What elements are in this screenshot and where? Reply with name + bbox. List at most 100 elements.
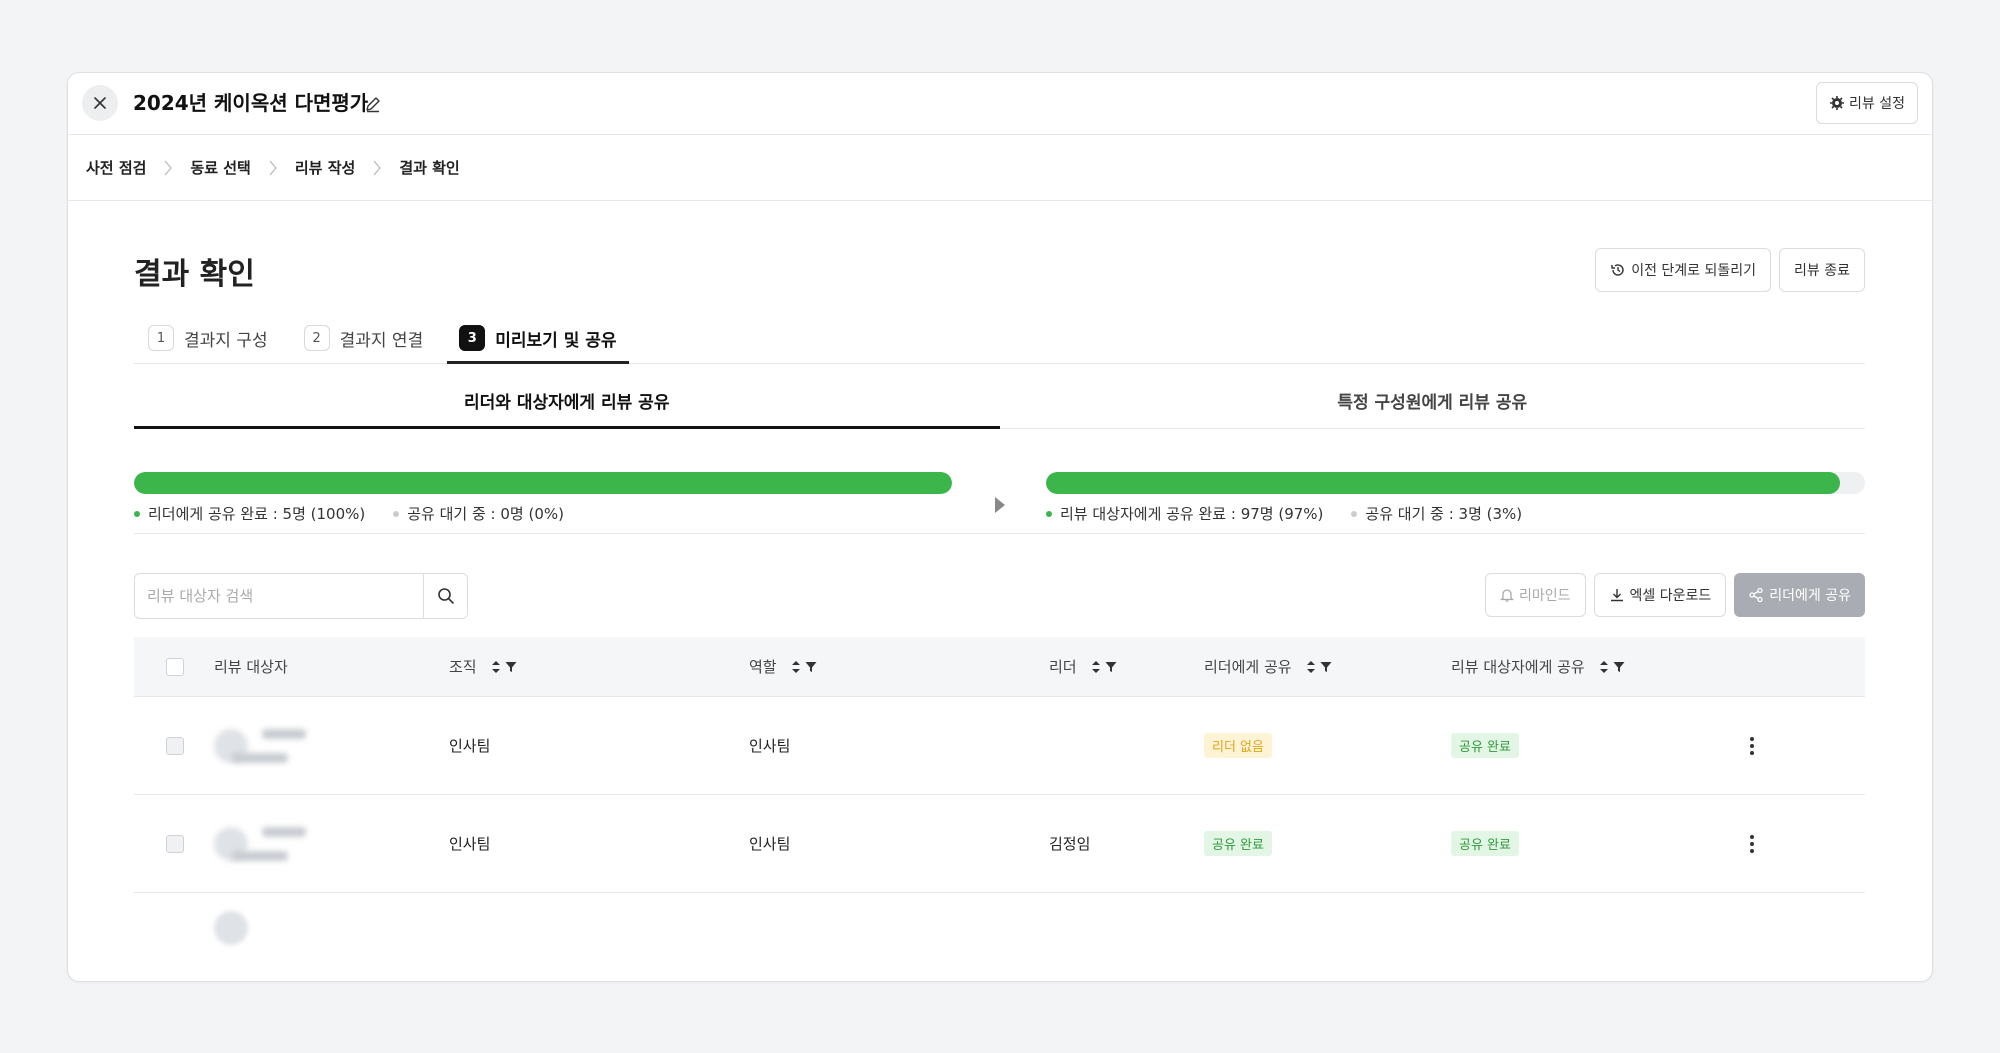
search-input[interactable] bbox=[135, 574, 423, 618]
share-to-leader-label: 리더에게 공유 bbox=[1769, 588, 1851, 604]
org-cell: 인사팀 bbox=[449, 835, 491, 853]
revert-step-label: 이전 단계로 되돌리기 bbox=[1631, 263, 1757, 279]
title-bar: 2024년 케이옥션 다면평가 리뷰 설정 bbox=[68, 73, 1932, 135]
sort-icon[interactable] bbox=[1306, 660, 1316, 674]
chevron-right-icon bbox=[259, 158, 287, 178]
step-label: 결과지 구성 bbox=[184, 330, 268, 351]
tab-step-3[interactable]: 3 미리보기 및 공유 bbox=[447, 313, 629, 364]
breadcrumb-item-write-review[interactable]: 리뷰 작성 bbox=[294, 159, 356, 177]
table-row[interactable]: 인사팀 인사팀 김정임 공유 완료 공유 완료 bbox=[134, 795, 1865, 893]
arrow-right-icon bbox=[995, 497, 1005, 513]
row-checkbox[interactable] bbox=[166, 834, 184, 853]
filter-icon[interactable] bbox=[1105, 661, 1117, 673]
legend-done-label: 리더에게 공유 완료 : 5명 (100%) bbox=[148, 505, 366, 523]
close-button[interactable] bbox=[82, 85, 118, 121]
remind-button[interactable]: 리마인드 bbox=[1485, 573, 1586, 617]
tab-share-leader-target[interactable]: 리더와 대상자에게 리뷰 공유 bbox=[134, 373, 1000, 429]
table-row[interactable]: 인사팀 인사팀 리더 없음 공유 완료 bbox=[134, 697, 1865, 795]
green-dot-icon bbox=[1046, 510, 1052, 517]
sort-icon[interactable] bbox=[491, 660, 501, 674]
column-header-label: 리더 bbox=[1049, 658, 1077, 676]
excel-download-button[interactable]: 엑셀 다운로드 bbox=[1593, 573, 1727, 617]
avatar bbox=[214, 911, 248, 945]
select-all-checkbox[interactable] bbox=[166, 657, 184, 676]
column-header-share-leader: 리더에게 공유 bbox=[1204, 637, 1332, 696]
more-options-icon[interactable] bbox=[1744, 829, 1760, 859]
step-tabs: 1 결과지 구성 2 결과지 연결 3 미리보기 및 공유 bbox=[134, 313, 1865, 364]
chevron-right-icon bbox=[363, 158, 391, 178]
role-cell: 인사팀 bbox=[749, 737, 791, 755]
end-review-label: 리뷰 종료 bbox=[1794, 263, 1850, 279]
leader-share-legend: 리더에게 공유 완료 : 5명 (100%) 공유 대기 중 : 0명 (0%) bbox=[134, 503, 564, 524]
share-progress: 리더에게 공유 완료 : 5명 (100%) 공유 대기 중 : 0명 (0%)… bbox=[134, 429, 1865, 534]
legend-done-label: 리뷰 대상자에게 공유 완료 : 97명 (97%) bbox=[1060, 505, 1324, 523]
filter-icon[interactable] bbox=[1613, 661, 1625, 673]
share-tabs: 리더와 대상자에게 리뷰 공유 특정 구성원에게 리뷰 공유 bbox=[134, 373, 1865, 429]
search-button[interactable] bbox=[423, 574, 467, 618]
target-share-legend: 리뷰 대상자에게 공유 완료 : 97명 (97%) 공유 대기 중 : 3명 … bbox=[1046, 503, 1522, 524]
tab-step-2[interactable]: 2 결과지 연결 bbox=[303, 313, 436, 363]
column-header-leader: 리더 bbox=[1049, 637, 1117, 696]
column-header-org: 조직 bbox=[449, 637, 517, 696]
review-settings-button[interactable]: 리뷰 설정 bbox=[1816, 82, 1918, 124]
tab-share-specific-member[interactable]: 특정 구성원에게 리뷰 공유 bbox=[1337, 393, 1528, 413]
breadcrumb-item-precheck[interactable]: 사전 점검 bbox=[86, 159, 147, 177]
revert-step-button[interactable]: 이전 단계로 되돌리기 bbox=[1595, 248, 1772, 292]
page-actions: 이전 단계로 되돌리기 리뷰 종료 bbox=[1595, 248, 1865, 292]
share-icon bbox=[1749, 587, 1763, 603]
end-review-button[interactable]: 리뷰 종료 bbox=[1779, 248, 1865, 292]
target-share-progress-bar bbox=[1046, 472, 1865, 494]
main-content: 결과 확인 이전 단계로 되돌리기 리뷰 종료 1 결과지 구성 2 결과지 연… bbox=[134, 201, 1865, 981]
org-cell: 인사팀 bbox=[449, 737, 491, 755]
review-window: 2024년 케이옥션 다면평가 리뷰 설정 사전 점검 동료 선택 리뷰 작성 … bbox=[67, 72, 1933, 982]
column-header-label: 조직 bbox=[449, 658, 477, 676]
column-header-role: 역할 bbox=[749, 637, 817, 696]
target-share-progress-fill bbox=[1046, 472, 1841, 494]
tab-step-1[interactable]: 1 결과지 구성 bbox=[148, 313, 280, 363]
step-label: 미리보기 및 공유 bbox=[495, 330, 617, 351]
step-label: 결과지 연결 bbox=[339, 330, 424, 351]
sort-icon[interactable] bbox=[1091, 660, 1101, 674]
review-settings-label: 리뷰 설정 bbox=[1849, 96, 1905, 112]
download-icon bbox=[1610, 589, 1623, 602]
breadcrumb-item-results[interactable]: 결과 확인 bbox=[399, 159, 460, 177]
bell-icon bbox=[1500, 589, 1514, 602]
gear-icon bbox=[1830, 96, 1845, 110]
step-number: 2 bbox=[303, 325, 330, 351]
more-options-icon[interactable] bbox=[1744, 731, 1760, 761]
role-cell: 인사팀 bbox=[749, 835, 791, 853]
legend-pending-label: 공유 대기 중 : 3명 (3%) bbox=[1365, 505, 1523, 523]
step-number: 3 bbox=[459, 325, 486, 351]
filter-icon[interactable] bbox=[805, 661, 817, 673]
search-box bbox=[134, 573, 468, 619]
column-header-label: 역할 bbox=[749, 658, 777, 676]
excel-download-label: 엑셀 다운로드 bbox=[1629, 588, 1712, 604]
step-number: 1 bbox=[148, 325, 174, 351]
status-badge: 공유 완료 bbox=[1451, 831, 1519, 856]
breadcrumb-item-peer-select[interactable]: 동료 선택 bbox=[190, 159, 251, 177]
status-badge: 리더 없음 bbox=[1204, 733, 1272, 758]
page-title: 결과 확인 bbox=[134, 257, 255, 292]
column-header-share-target: 리뷰 대상자에게 공유 bbox=[1451, 637, 1625, 696]
row-checkbox[interactable] bbox=[166, 736, 184, 755]
legend-done: 리뷰 대상자에게 공유 완료 : 97명 (97%) bbox=[1046, 503, 1323, 524]
remind-label: 리마인드 bbox=[1519, 588, 1571, 604]
pencil-icon[interactable] bbox=[363, 94, 383, 114]
review-target-table: 리뷰 대상자 조직 역할 리더 bbox=[134, 637, 1865, 945]
status-badge: 공유 완료 bbox=[1451, 733, 1519, 758]
leader-cell: 김정임 bbox=[1049, 835, 1091, 853]
gray-dot-icon bbox=[393, 510, 400, 517]
search-icon bbox=[437, 588, 454, 604]
share-to-leader-button[interactable]: 리더에게 공유 bbox=[1734, 573, 1865, 617]
breadcrumb: 사전 점검 동료 선택 리뷰 작성 결과 확인 bbox=[68, 135, 1932, 201]
filter-icon[interactable] bbox=[1320, 661, 1332, 673]
legend-done: 리더에게 공유 완료 : 5명 (100%) bbox=[134, 503, 365, 524]
target-cell bbox=[214, 795, 306, 892]
sort-icon[interactable] bbox=[791, 660, 801, 674]
leader-share-progress-bar bbox=[134, 472, 952, 494]
filter-icon[interactable] bbox=[505, 661, 517, 673]
status-badge: 공유 완료 bbox=[1204, 831, 1272, 856]
sort-icon[interactable] bbox=[1599, 660, 1609, 674]
leader-share-progress-fill bbox=[134, 472, 952, 494]
review-title: 2024년 케이옥션 다면평가 bbox=[133, 91, 369, 115]
